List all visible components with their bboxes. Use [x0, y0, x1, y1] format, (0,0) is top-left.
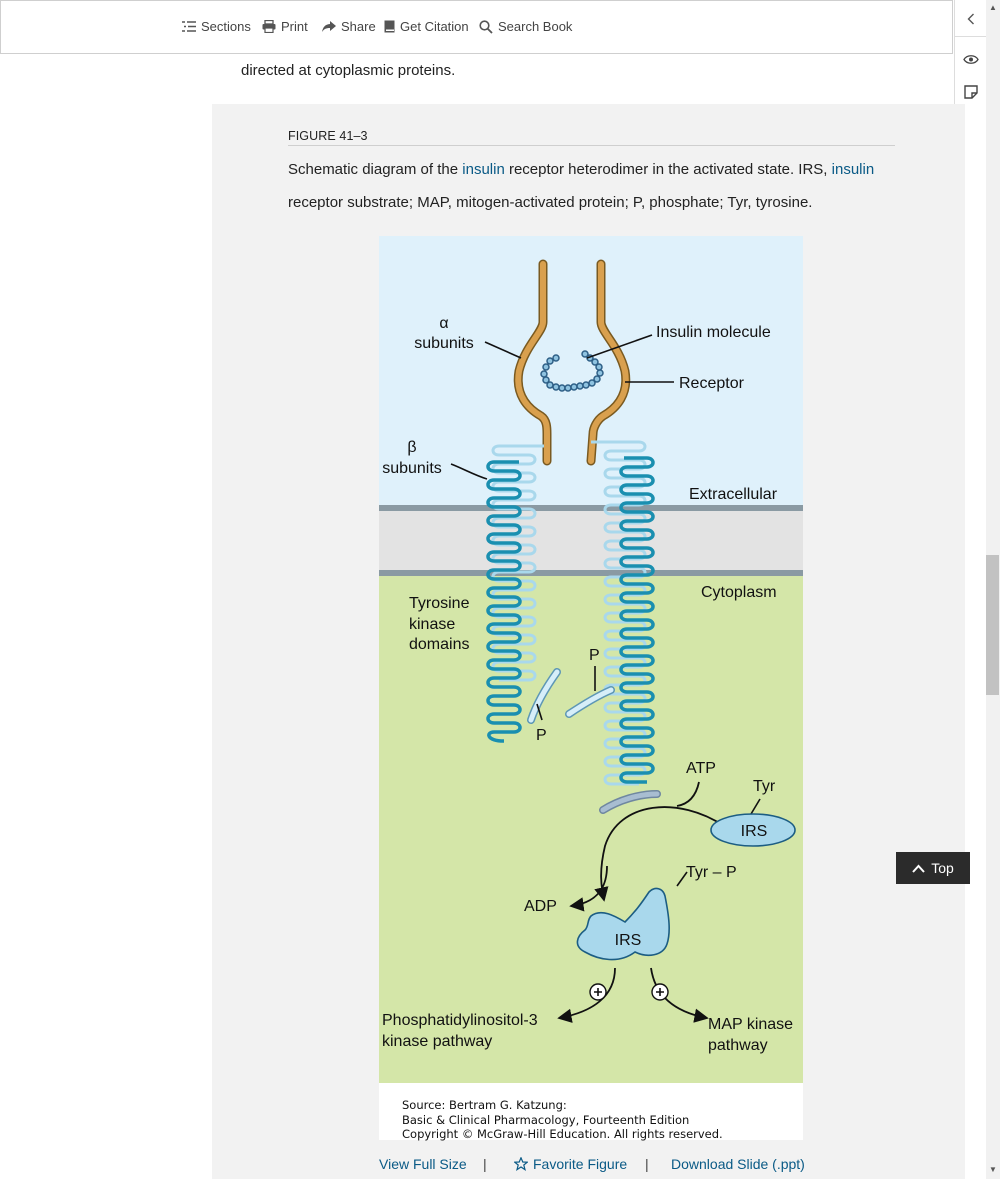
map-arrow: [650, 967, 709, 1023]
pi3k-pathway-label: kinase pathway: [382, 1033, 492, 1050]
tyr-pointer: [750, 798, 761, 815]
share-label: Share: [341, 19, 376, 34]
figure-label: FIGURE 41–3: [288, 129, 368, 143]
print-icon: [262, 20, 276, 33]
back-to-top-button[interactable]: Top: [896, 852, 970, 884]
view-full-size-link[interactable]: View Full Size: [379, 1156, 467, 1172]
scroll-down-arrow-icon[interactable]: ▼: [989, 1165, 997, 1174]
book-toolbar: Sections Print Share Get Citation Search…: [0, 0, 953, 54]
insulin-molecule: [540, 350, 604, 392]
figure-divider: [288, 145, 895, 146]
alpha-symbol: α: [439, 315, 448, 332]
insulin-pointer: [586, 334, 653, 359]
irs-label: IRS: [741, 823, 768, 840]
irs-oval: [710, 813, 796, 847]
print-label: Print: [281, 19, 308, 34]
cytoplasm-label: Cytoplasm: [701, 584, 777, 601]
scrollbar-thumb[interactable]: [986, 555, 999, 695]
phosphate-label: P: [589, 647, 600, 664]
beta-pointer: [450, 463, 488, 480]
body-paragraph: directed at cytoplasmic proteins.: [241, 62, 456, 79]
get-citation-label: Get Citation: [400, 19, 469, 34]
back-to-top-label: Top: [931, 860, 954, 876]
favorite-figure-label: Favorite Figure: [533, 1156, 628, 1172]
sections-button[interactable]: Sections: [182, 19, 251, 34]
insulin-molecule-label: Insulin molecule: [656, 324, 771, 341]
beta-symbol: β: [407, 439, 416, 456]
receptor-label: Receptor: [679, 375, 745, 392]
search-book-label: Search Book: [498, 19, 573, 34]
tyr-p-pointer: [676, 871, 688, 887]
caption-text: Schematic diagram of the: [288, 161, 463, 178]
insulin-link[interactable]: insulin: [462, 161, 505, 178]
adp-arrow: [569, 865, 608, 912]
figure-image[interactable]: α subunits Insulin molecule Receptor β s…: [379, 236, 803, 1140]
sections-label: Sections: [201, 19, 251, 34]
search-icon: [479, 19, 493, 34]
map-kinase-pathway-label: pathway: [708, 1037, 768, 1054]
book-icon: [384, 20, 395, 33]
favorite-figure-button[interactable]: Favorite Figure: [514, 1156, 627, 1172]
cell-membrane: [379, 508, 803, 574]
alpha-subunits-label: subunits: [414, 335, 474, 352]
tyr-label: Tyr: [753, 778, 776, 795]
plus-icon: [589, 983, 607, 1001]
get-citation-button[interactable]: Get Citation: [384, 19, 469, 34]
source-line: Source: Bertram G. Katzung:: [402, 1098, 567, 1112]
figure-source: Source: Bertram G. Katzung: Basic & Clin…: [402, 1098, 723, 1142]
tyr-p-label: Tyr – P: [686, 864, 737, 881]
download-slide-link[interactable]: Download Slide (.ppt): [671, 1156, 805, 1172]
alpha-pointer: [484, 341, 522, 359]
phosphate-label: P: [536, 727, 547, 744]
tyrosine-kinase-label: domains: [409, 636, 469, 653]
rail-divider: [955, 36, 987, 37]
source-line: Basic & Clinical Pharmacology, Fourteent…: [402, 1112, 690, 1127]
view-toggle-button[interactable]: [955, 44, 986, 75]
beta-subunit-left-light: [491, 444, 544, 682]
insulin-link[interactable]: insulin: [831, 161, 875, 178]
membrane-outer-line: [379, 505, 803, 511]
action-separator: |: [483, 1156, 487, 1172]
beta-subunit-right-dark: [619, 456, 655, 784]
source-line: Copyright © McGraw-Hill Education. All r…: [402, 1127, 723, 1141]
adp-label: ADP: [524, 898, 557, 915]
plus-icon: [651, 983, 669, 1001]
irs-phosphorylated-blob: [576, 887, 670, 961]
p-pointer-bottom: [536, 703, 543, 721]
share-button[interactable]: Share: [322, 19, 376, 34]
pi3k-pathway-label: Phosphatidylinositol-3: [382, 1012, 538, 1029]
tyrosine-kinase-label: Tyrosine: [409, 595, 470, 612]
note-icon: [963, 84, 978, 99]
scroll-up-arrow-icon[interactable]: ▲: [989, 3, 997, 12]
beta-subunit-left-dark: [486, 460, 522, 743]
atp-label: ATP: [686, 760, 716, 777]
figure-caption: Schematic diagram of the insulin recepto…: [288, 153, 908, 219]
eye-icon: [962, 55, 979, 64]
pi3k-arrow: [557, 967, 616, 1023]
extracellular-label: Extracellular: [689, 486, 778, 503]
share-icon: [322, 20, 336, 32]
sections-icon: [182, 21, 196, 32]
search-book-button[interactable]: Search Book: [479, 19, 572, 34]
chevron-up-icon: [912, 864, 925, 873]
action-separator: |: [645, 1156, 649, 1172]
star-icon: [514, 1157, 528, 1171]
chevron-left-icon: [967, 13, 974, 24]
tyrosine-kinase-label: kinase: [409, 616, 455, 633]
caption-text: receptor substrate; MAP, mitogen-activat…: [288, 194, 813, 211]
notes-button[interactable]: [955, 76, 986, 107]
irs-label: IRS: [615, 932, 642, 949]
membrane-inner-line: [379, 570, 803, 576]
map-kinase-pathway-label: MAP kinase: [708, 1016, 793, 1033]
extracellular-region: [379, 236, 803, 508]
beta-subunits-label: subunits: [382, 460, 442, 477]
atp-arrow: [676, 781, 700, 807]
insulin-receptor-diagram: α subunits Insulin molecule Receptor β s…: [379, 236, 803, 1083]
beta-subunit-right-light: [591, 440, 647, 786]
caption-text: receptor heterodimer in the activated st…: [504, 161, 832, 178]
reaction-curve: [594, 806, 725, 902]
collapse-panel-button[interactable]: [955, 3, 986, 34]
print-button[interactable]: Print: [262, 19, 308, 34]
